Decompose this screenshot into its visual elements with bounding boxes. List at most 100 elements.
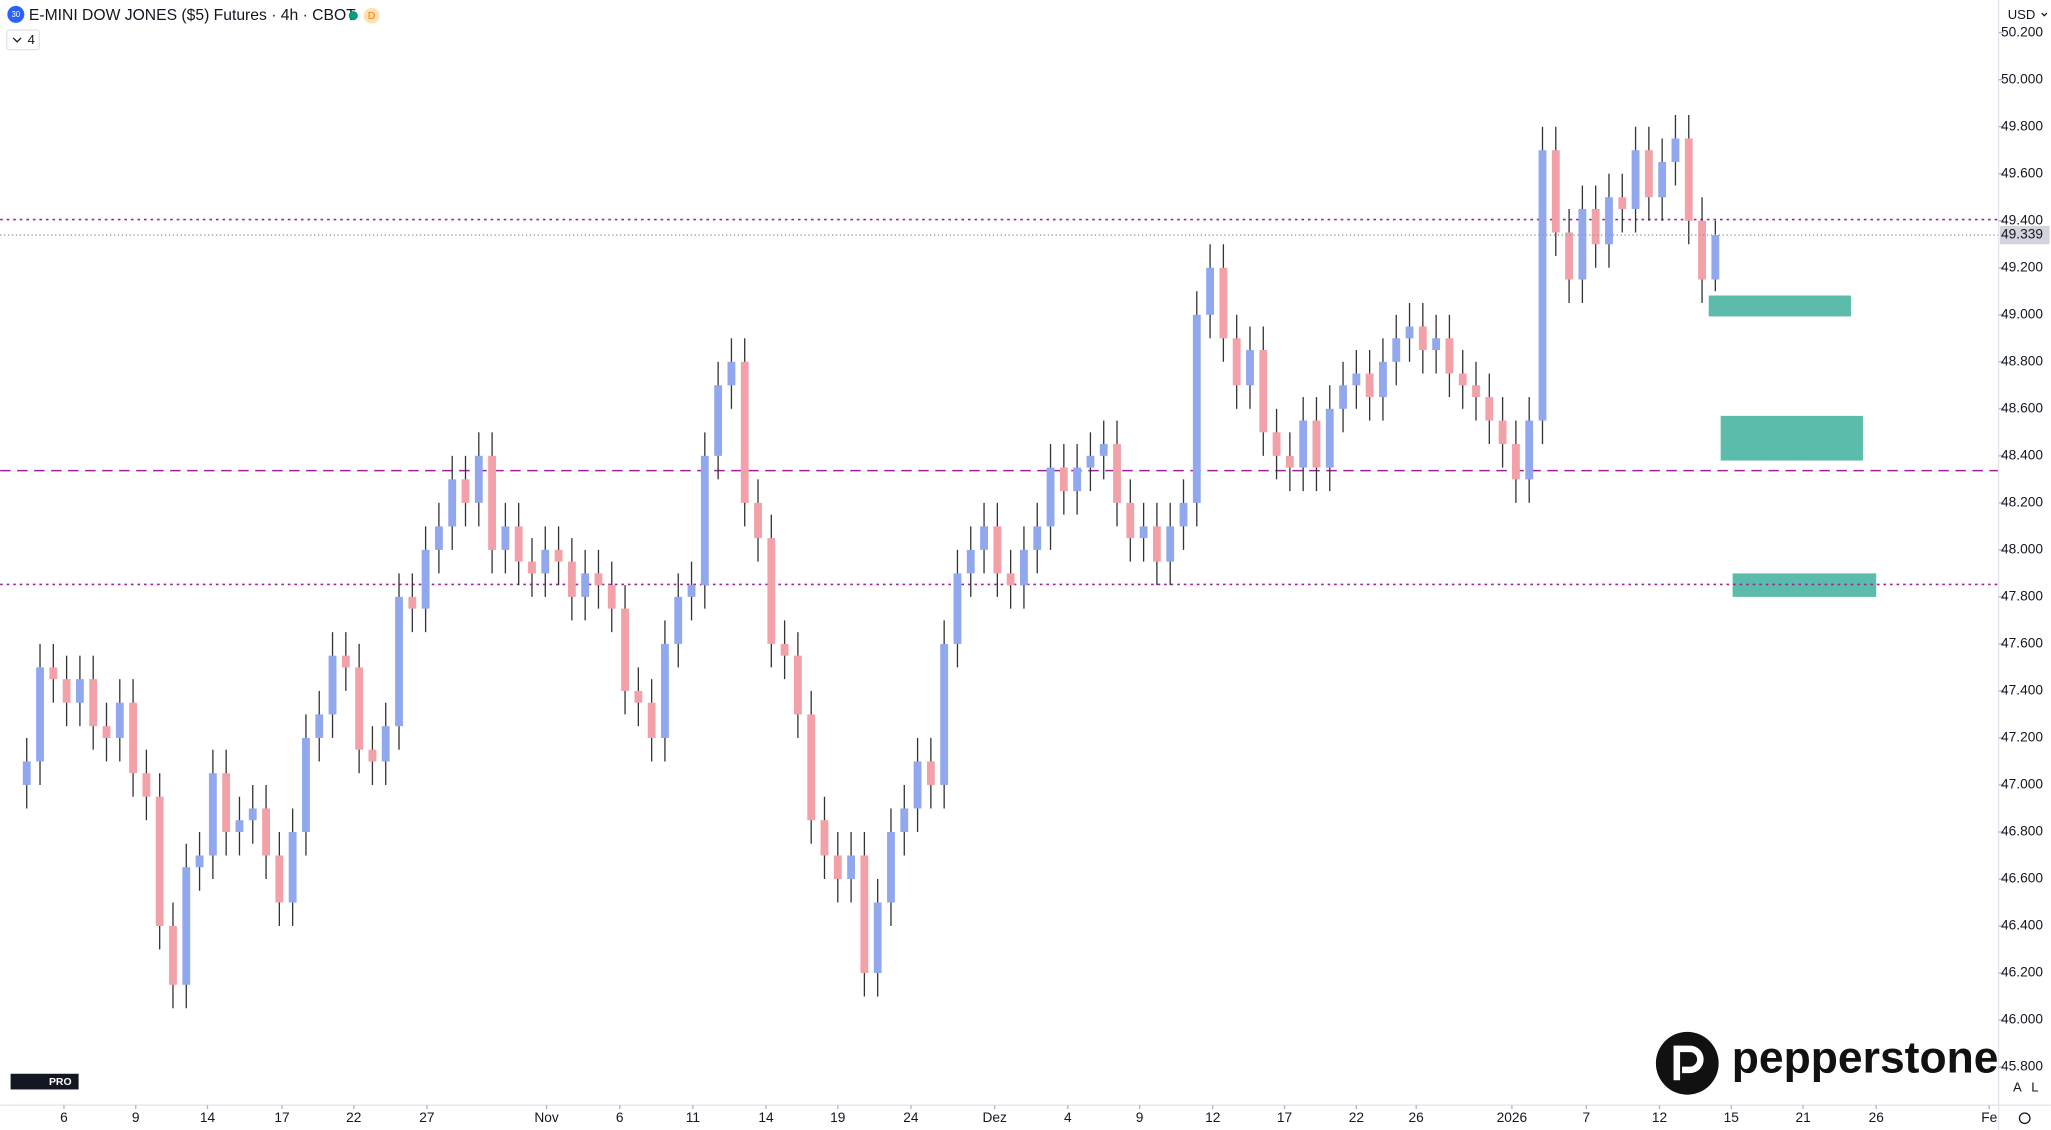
candle-body (328, 655, 337, 715)
candle-body (1618, 197, 1627, 209)
settings-icon[interactable] (2018, 1112, 2031, 1125)
candle-body (1698, 220, 1706, 280)
auto-scale[interactable]: A (2013, 1080, 2022, 1095)
toggle-chevron (12, 37, 22, 43)
candle-body (514, 526, 523, 562)
candle-body (302, 737, 310, 832)
indicator-toggle[interactable] (6, 29, 41, 51)
candle-body (1671, 138, 1680, 162)
status-dot (348, 11, 358, 21)
tv-badge: PRO (49, 1077, 72, 1088)
candle-body (395, 596, 403, 727)
candle-body (142, 773, 151, 797)
candle-body (1152, 526, 1161, 562)
x-tick-label: Nov (534, 1110, 559, 1125)
candle-body (1565, 232, 1574, 280)
candle-body (980, 526, 988, 550)
y-tick-label: 49.400 (2001, 212, 2043, 227)
candle-body (381, 726, 390, 762)
candle-body (36, 667, 44, 762)
candle-body (195, 855, 204, 868)
candle-body (501, 526, 510, 550)
candle-body (1644, 150, 1653, 198)
candle-body (727, 361, 736, 386)
current-price-label: 49.339 (2001, 227, 2043, 242)
candle-body (1445, 338, 1454, 374)
candle-body (155, 796, 164, 927)
candle-body (528, 561, 536, 574)
candle-body (1086, 455, 1095, 468)
x-tick-label: 24 (903, 1110, 919, 1125)
candle-body (1113, 444, 1121, 503)
candle-body (1631, 150, 1640, 209)
candle-body (1006, 573, 1015, 586)
y-tick-label: 49.800 (2001, 118, 2043, 133)
x-tick-label: 22 (346, 1110, 361, 1125)
candle-body (1392, 338, 1401, 362)
candle-body (461, 479, 470, 503)
x-tick-label: 26 (1409, 1110, 1425, 1125)
candle-body (1126, 502, 1135, 539)
x-tick-label: 14 (200, 1110, 216, 1125)
candle-body (873, 902, 882, 974)
candle-body (235, 820, 244, 832)
candle-body (1059, 467, 1068, 492)
candle-body (248, 808, 257, 821)
candle-body (1405, 326, 1414, 339)
candle-body (262, 808, 270, 856)
candle-body (607, 585, 616, 609)
currency[interactable]: USD (2008, 7, 2036, 22)
y-tick-label: 46.200 (2001, 965, 2043, 980)
candle-body (1472, 385, 1480, 398)
candle-body (1206, 267, 1215, 315)
candle-body (182, 867, 191, 985)
candle-body (408, 596, 417, 609)
candle-body (1139, 526, 1148, 539)
chart-title: E-MINI DOW JONES ($5) Futures · 4h · CBO… (29, 7, 356, 24)
badge-text: D (368, 11, 376, 22)
candle-body (1073, 467, 1082, 492)
candle-body (1099, 444, 1108, 456)
symbol-icon-text: 30 (11, 10, 20, 19)
candle-body (288, 831, 297, 903)
candle-body (594, 573, 603, 586)
x-tick-label: 4 (1064, 1110, 1072, 1125)
symbol-icon[interactable] (7, 5, 25, 23)
candle-body (1219, 267, 1228, 339)
x-tick-label: Fe (1981, 1110, 1997, 1125)
y-tick-label: 48.000 (2001, 541, 2043, 556)
y-tick-label: 49.600 (2001, 165, 2043, 180)
candle-body (448, 479, 457, 527)
candle-body (913, 761, 922, 809)
plot-area (0, 114, 1999, 1009)
candle-body (634, 690, 643, 703)
candle-body (860, 855, 869, 974)
candle-body (102, 726, 111, 738)
candle-body (62, 679, 71, 703)
candle-body (740, 361, 749, 503)
y-tick-label: 47.800 (2001, 589, 2043, 604)
badge (363, 7, 380, 24)
tv-logo (10, 1073, 79, 1090)
log-scale[interactable]: L (2031, 1080, 2038, 1095)
candle-body (434, 526, 443, 550)
x-tick-label: 17 (1277, 1110, 1292, 1125)
candle-body (169, 926, 177, 985)
candle-body (341, 655, 350, 668)
y-tick-label: 48.400 (2001, 447, 2043, 462)
candle-body (674, 596, 683, 644)
x-tick-label: 21 (1795, 1110, 1810, 1125)
candle-body (807, 714, 816, 821)
candle-body (89, 679, 98, 727)
y-tick-label: 46.000 (2001, 1012, 2043, 1027)
candle-body (1578, 208, 1587, 280)
candle-body (1525, 420, 1534, 480)
candle-body (355, 667, 364, 750)
x-tick-label: 19 (830, 1110, 845, 1125)
candle-body (1166, 526, 1175, 562)
y-tick-label: 46.800 (2001, 824, 2043, 839)
candle-body (1418, 326, 1427, 351)
candle-body (647, 702, 656, 738)
zone (1720, 415, 1863, 461)
x-tick-label: Dez (982, 1110, 1007, 1125)
